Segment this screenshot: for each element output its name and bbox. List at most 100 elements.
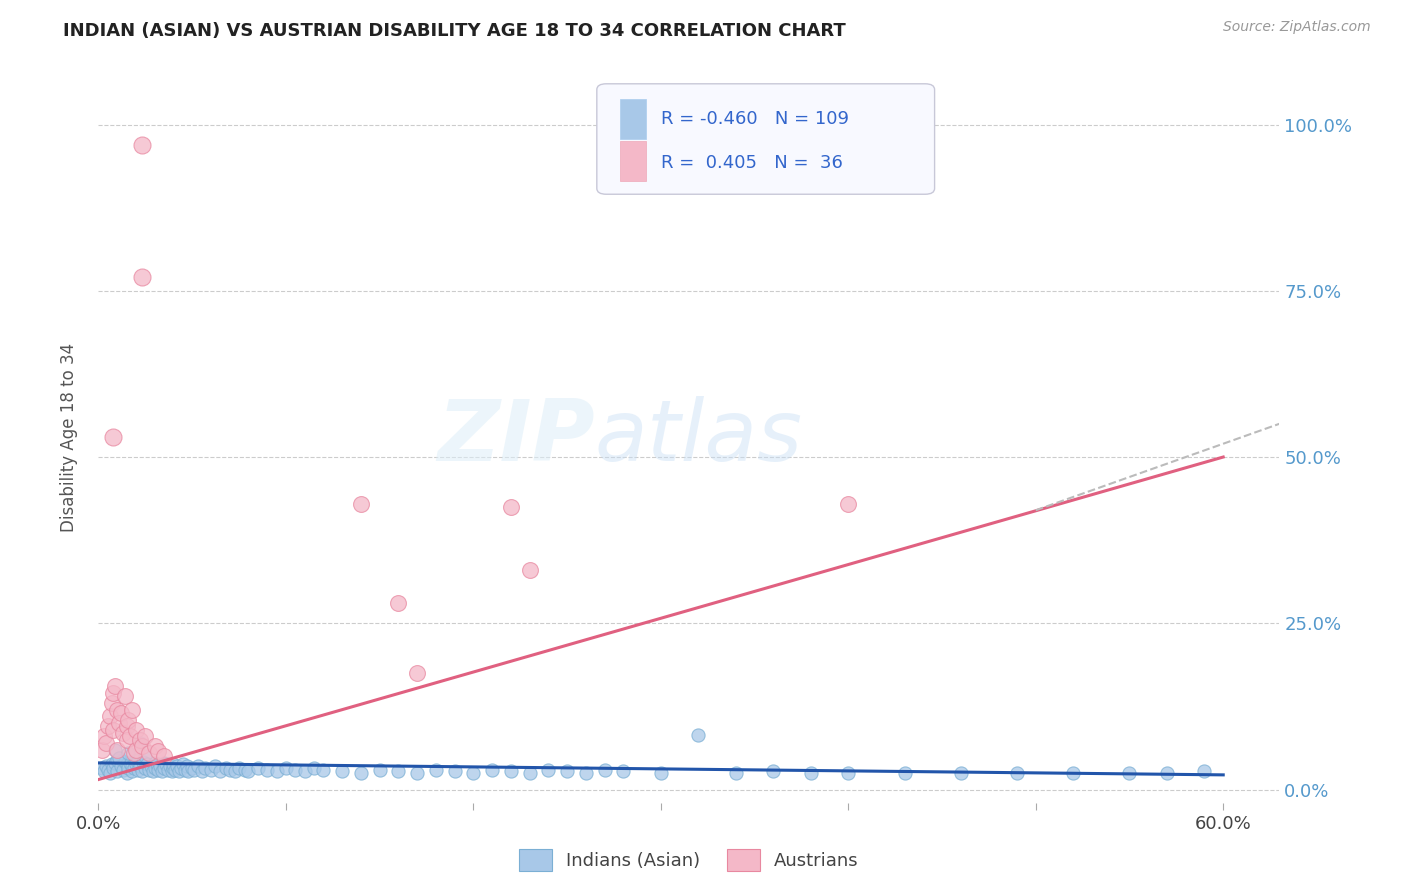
- Point: [555, 764, 578, 778]
- Point: [93, 764, 115, 778]
- Point: [134, 729, 156, 743]
- Point: [837, 765, 859, 780]
- Point: [115, 765, 138, 780]
- FancyBboxPatch shape: [620, 141, 647, 181]
- Point: [173, 763, 195, 777]
- Point: [120, 756, 142, 770]
- Point: [176, 759, 198, 773]
- Point: [1118, 765, 1140, 780]
- Point: [131, 270, 153, 285]
- Point: [170, 760, 193, 774]
- Point: [238, 764, 260, 778]
- Point: [103, 723, 125, 737]
- Point: [575, 765, 598, 780]
- Point: [266, 764, 288, 778]
- Point: [177, 764, 200, 778]
- Point: [181, 760, 204, 774]
- Point: [172, 757, 194, 772]
- Point: [108, 750, 131, 764]
- Point: [159, 759, 181, 773]
- Point: [100, 757, 122, 772]
- Point: [1194, 764, 1216, 778]
- Point: [121, 758, 143, 772]
- Point: [162, 757, 184, 772]
- Point: [387, 764, 409, 778]
- Point: [1062, 765, 1084, 780]
- Point: [194, 760, 217, 774]
- Text: Source: ZipAtlas.com: Source: ZipAtlas.com: [1223, 20, 1371, 34]
- FancyBboxPatch shape: [596, 84, 935, 194]
- Point: [762, 764, 785, 778]
- Text: R =  0.405   N =  36: R = 0.405 N = 36: [661, 153, 842, 172]
- Point: [143, 756, 166, 770]
- Point: [127, 763, 149, 777]
- Point: [134, 760, 156, 774]
- Point: [200, 763, 222, 777]
- Point: [103, 686, 125, 700]
- Point: [103, 430, 125, 444]
- Point: [138, 746, 160, 760]
- Point: [143, 739, 166, 754]
- Point: [104, 742, 127, 756]
- Point: [148, 763, 170, 777]
- Point: [209, 764, 232, 778]
- Point: [166, 759, 188, 773]
- Point: [167, 764, 190, 778]
- Point: [142, 764, 165, 778]
- Point: [128, 759, 150, 773]
- Point: [312, 763, 335, 777]
- Point: [110, 706, 132, 720]
- Point: [104, 680, 127, 694]
- Legend: Indians (Asian), Austrians: Indians (Asian), Austrians: [512, 841, 866, 878]
- Point: [443, 764, 465, 778]
- Point: [284, 763, 307, 777]
- Point: [122, 746, 145, 760]
- Point: [105, 753, 128, 767]
- Point: [612, 764, 634, 778]
- Point: [800, 765, 823, 780]
- Point: [519, 563, 541, 577]
- Point: [120, 729, 142, 743]
- Point: [593, 763, 616, 777]
- Point: [98, 765, 121, 780]
- Point: [91, 760, 114, 774]
- Point: [274, 760, 297, 774]
- Point: [1005, 765, 1028, 780]
- Point: [105, 703, 128, 717]
- Point: [139, 759, 162, 773]
- Point: [131, 764, 153, 778]
- Point: [115, 757, 138, 772]
- Point: [97, 763, 120, 777]
- Point: [148, 744, 170, 758]
- Point: [233, 763, 256, 777]
- Point: [294, 764, 316, 778]
- Point: [650, 765, 672, 780]
- Point: [91, 742, 114, 756]
- Point: [406, 666, 429, 681]
- Point: [125, 723, 148, 737]
- Point: [1156, 765, 1178, 780]
- Point: [519, 765, 541, 780]
- Point: [132, 755, 155, 769]
- Point: [125, 757, 148, 772]
- Point: [153, 760, 176, 774]
- Point: [98, 709, 121, 723]
- Point: [94, 759, 117, 773]
- Point: [724, 765, 747, 780]
- Point: [138, 763, 160, 777]
- Point: [537, 763, 560, 777]
- Point: [481, 763, 503, 777]
- Point: [121, 703, 143, 717]
- Point: [330, 764, 353, 778]
- Point: [463, 765, 485, 780]
- Point: [97, 719, 120, 733]
- Text: ZIP: ZIP: [437, 395, 595, 479]
- Point: [149, 759, 172, 773]
- Point: [136, 757, 159, 772]
- Point: [160, 764, 183, 778]
- Point: [228, 760, 250, 774]
- Point: [121, 764, 143, 778]
- Point: [155, 757, 177, 772]
- Text: atlas: atlas: [595, 395, 803, 479]
- Point: [150, 764, 173, 778]
